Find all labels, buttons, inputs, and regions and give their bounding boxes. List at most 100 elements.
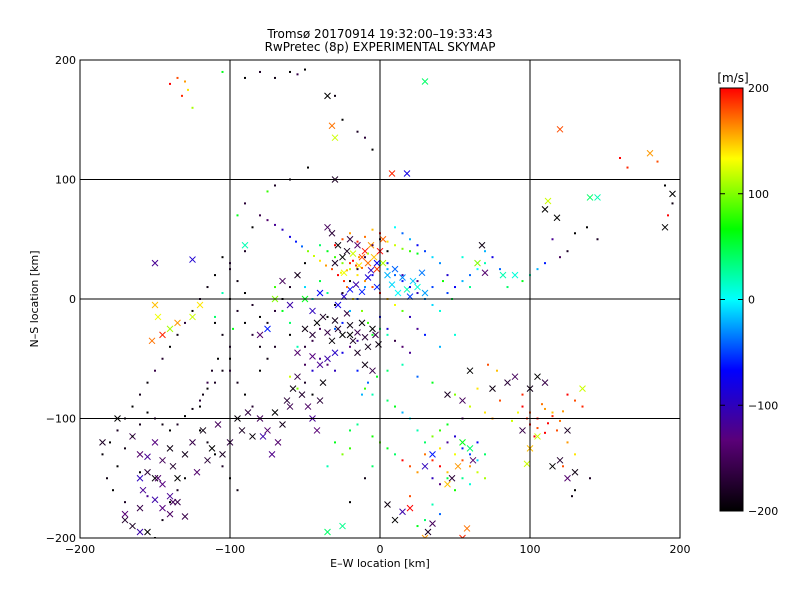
data-point-cross (324, 355, 331, 363)
data-point-dot (581, 405, 584, 408)
colorbar-tick-label: 200 (748, 82, 769, 95)
data-point-dot (574, 489, 576, 492)
data-point-dot (289, 375, 291, 378)
data-point-dot (446, 423, 449, 426)
data-point-cross (169, 498, 177, 506)
data-point-dot (325, 264, 327, 267)
data-point-dot (367, 252, 369, 255)
data-point-dot (556, 429, 558, 432)
data-point-dot (361, 309, 363, 312)
data-point-dot (439, 345, 441, 348)
data-point-dot (259, 214, 261, 217)
data-point-dot (326, 250, 329, 253)
colorbar-tick-label: 100 (748, 188, 769, 201)
data-point-cross (373, 265, 381, 273)
data-point-cross (586, 194, 594, 201)
data-point-dot (346, 269, 348, 272)
data-point-cross (354, 349, 361, 357)
data-point-dot (476, 441, 479, 444)
data-point-cross (144, 453, 151, 461)
data-point-dot (232, 327, 234, 330)
data-point-dot (431, 459, 434, 462)
data-point-cross (511, 271, 519, 279)
data-point-dot (139, 423, 141, 426)
data-point-cross (343, 247, 351, 255)
data-point-dot (319, 244, 321, 247)
data-point-cross (399, 274, 406, 281)
data-point-cross (283, 397, 291, 404)
data-point-dot (574, 453, 576, 456)
data-point-dot (431, 435, 434, 438)
data-point-cross (354, 329, 361, 336)
data-point-cross (328, 122, 336, 130)
data-point-dot (386, 369, 389, 372)
data-point-cross (286, 403, 294, 410)
data-point-dot (116, 429, 119, 432)
data-point-cross (403, 170, 411, 177)
data-point-cross (151, 301, 159, 309)
data-point-dot (331, 268, 333, 271)
data-point-cross (429, 450, 436, 458)
data-point-dot (236, 214, 239, 217)
data-point-dot (296, 274, 299, 277)
data-point-cross (346, 235, 354, 243)
data-point-cross (519, 427, 526, 434)
data-point-cross (136, 504, 144, 512)
data-point-dot (476, 459, 479, 462)
data-point-cross (346, 321, 354, 329)
data-point-dot (304, 68, 306, 71)
data-point-dot (476, 387, 479, 390)
data-point-cross (309, 353, 316, 360)
data-point-dot (394, 303, 396, 306)
data-point-dot (334, 256, 336, 259)
data-point-dot (334, 244, 336, 247)
data-point-dot (566, 250, 569, 253)
data-point-cross (154, 313, 162, 321)
data-point-dot (221, 292, 224, 295)
data-point-dot (146, 495, 149, 498)
data-point-cross (406, 504, 414, 512)
data-point-cross (279, 277, 286, 285)
data-point-cross (334, 301, 342, 309)
colorbar-tick-label: −200 (748, 505, 778, 518)
y-tick-label: 0 (69, 293, 76, 306)
data-point-cross (121, 516, 129, 524)
data-point-cross (379, 259, 387, 267)
data-point-dot (431, 256, 434, 259)
data-point-dot (364, 286, 366, 289)
data-point-dot (326, 465, 329, 468)
data-point-dot (442, 280, 444, 283)
data-point-dot (566, 441, 569, 444)
data-point-dot (355, 264, 357, 267)
data-point-cross (169, 462, 177, 470)
data-point-dot (301, 245, 303, 248)
data-point-dot (431, 286, 434, 289)
data-point-dot (296, 387, 299, 390)
data-point-cross (219, 450, 226, 458)
data-point-dot (386, 327, 389, 330)
data-point-dot (371, 435, 374, 438)
data-point-cross (354, 241, 361, 249)
data-point-dot (533, 435, 536, 438)
data-point-cross (444, 480, 451, 488)
data-point-dot (544, 431, 546, 434)
data-point-dot (394, 405, 396, 408)
data-point-dot (281, 309, 284, 312)
data-point-cross (151, 474, 159, 482)
data-point-dot (376, 375, 378, 378)
data-point-cross (553, 214, 561, 222)
data-point-dot (251, 333, 254, 336)
data-point-dot (361, 266, 363, 269)
data-point-dot (521, 280, 524, 283)
data-point-dot (349, 262, 351, 265)
data-point-dot (424, 333, 426, 336)
data-point-dot (341, 351, 344, 354)
data-point-dot (446, 471, 449, 474)
data-point-cross (174, 474, 181, 482)
data-point-cross (388, 170, 396, 177)
data-point-dot (626, 166, 629, 169)
data-point-cross (294, 349, 301, 357)
data-point-cross (334, 241, 342, 249)
data-point-dot (401, 309, 404, 312)
